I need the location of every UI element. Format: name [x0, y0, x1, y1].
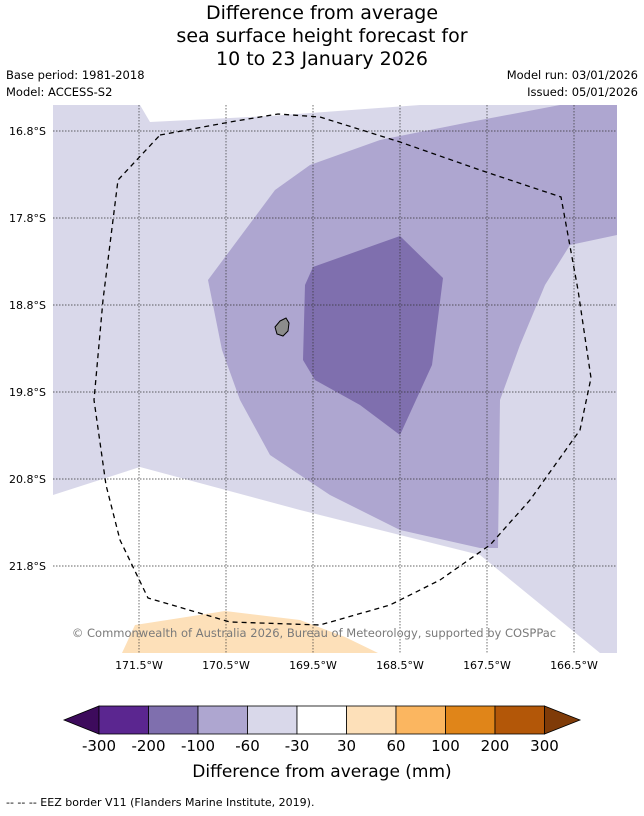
lon-label: 169.5°W	[289, 659, 337, 672]
meta-right: Model run: 03/01/2026 Issued: 05/01/2026	[507, 67, 638, 101]
colorbar-bin	[395, 705, 446, 735]
colorbar-title: Difference from average (mm)	[192, 762, 452, 782]
colorbar-tick: 30	[336, 737, 357, 755]
lat-label: 18.8°S	[9, 299, 46, 312]
colorbar-bin	[494, 705, 545, 735]
colorbar-bin	[197, 705, 248, 735]
lat-label: 20.8°S	[9, 473, 46, 486]
colorbar	[62, 705, 582, 735]
colorbar-bin	[247, 705, 298, 735]
colorbar-bin	[445, 705, 496, 735]
colorbar-bin	[148, 705, 199, 735]
model-run: Model run: 03/01/2026	[506, 68, 638, 82]
issued-date: Issued: 05/01/2026	[527, 85, 638, 99]
base-period: Base period: 1981-2018	[6, 68, 145, 82]
eez-border	[93, 113, 592, 626]
colorbar-tick: -300	[81, 737, 117, 755]
gridlines	[53, 105, 617, 653]
colorbar-bin	[98, 705, 149, 735]
lon-label: 170.5°W	[202, 659, 250, 672]
lon-label: 167.5°W	[463, 659, 511, 672]
chart-title: Difference from average sea surface heig…	[0, 2, 644, 71]
colorbar-tick: 60	[386, 737, 406, 755]
colorbar-tick: 200	[480, 737, 510, 755]
lat-label: 16.8°S	[9, 125, 46, 138]
title-line-3: 10 to 23 January 2026	[216, 48, 428, 70]
colorbar-bin	[346, 705, 397, 735]
lon-labels: 171.5°W 170.5°W 169.5°W 168.5°W 167.5°W …	[115, 659, 598, 672]
colorbar-tick: -60	[235, 737, 260, 755]
contour-minus200-to-minus100	[303, 236, 443, 435]
contour-30-to-60	[122, 611, 378, 653]
colorbar-tick: -30	[284, 737, 310, 755]
colorbar-tick: -100	[180, 737, 216, 755]
title-line-1: Difference from average	[205, 2, 439, 24]
title-line-2: sea surface height forecast for	[176, 25, 468, 47]
lon-label: 171.5°W	[115, 659, 163, 672]
map-area	[53, 105, 617, 653]
meta-left: Base period: 1981-2018 Model: ACCESS-S2	[6, 67, 145, 101]
eez-legend-note: -- -- -- EEZ border V11 (Flanders Marine…	[6, 796, 315, 809]
lat-labels: 16.8°S 17.8°S 18.8°S 19.8°S 20.8°S 21.8°…	[9, 125, 46, 573]
lat-label: 19.8°S	[9, 386, 46, 399]
lon-label: 168.5°W	[376, 659, 424, 672]
lat-label: 21.8°S	[9, 560, 46, 573]
lat-label: 17.8°S	[9, 212, 46, 225]
model-name: Model: ACCESS-S2	[6, 85, 113, 99]
colorbar-tick: -200	[131, 737, 166, 755]
colorbar-tick: 300	[530, 737, 559, 755]
colorbar-tick: 100	[431, 737, 460, 755]
island-niue	[274, 317, 290, 337]
colorbar-bin	[296, 705, 347, 735]
colorbar-extend-high	[544, 705, 582, 735]
copyright-notice: © Commonwealth of Australia 2026, Bureau…	[72, 626, 556, 640]
colorbar-extend-low	[62, 705, 100, 735]
lon-label: 166.5°W	[550, 659, 598, 672]
